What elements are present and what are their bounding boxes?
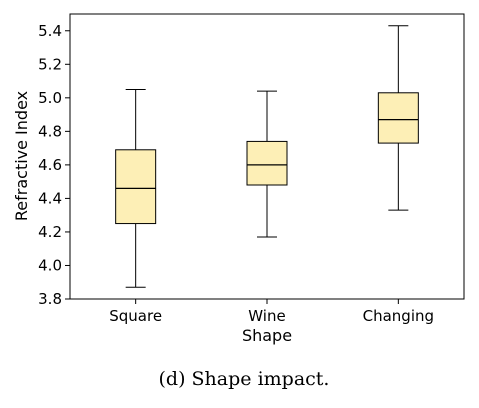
y-axis-label: Refractive Index: [12, 91, 31, 221]
y-tick-label: 4.0: [38, 256, 62, 274]
box-square: [115, 88, 157, 288]
box-wine: [246, 90, 288, 238]
box-changing: [377, 25, 419, 211]
y-tick-label: 4.8: [38, 122, 62, 140]
x-tick-label: Changing: [363, 307, 434, 325]
y-tick-label: 3.8: [38, 290, 62, 308]
x-axis: Square Wine Changing: [109, 299, 434, 325]
interquartile-box: [115, 149, 157, 225]
figure-caption: (d) Shape impact.: [159, 368, 330, 390]
y-tick-label: 5.2: [38, 55, 62, 73]
y-tick-label: 4.4: [38, 189, 62, 207]
y-tick-label: 5.4: [38, 22, 62, 40]
interquartile-box: [377, 92, 419, 144]
interquartile-box: [246, 140, 288, 186]
box-group: [115, 25, 419, 288]
y-axis: 3.8 4.0 4.2 4.4 4.6 4.8 5.0 5.2 5.4: [38, 22, 70, 308]
y-tick-label: 4.6: [38, 156, 62, 174]
x-axis-label: Shape: [242, 326, 292, 345]
x-tick-label: Square: [109, 307, 162, 325]
y-tick-label: 5.0: [38, 89, 62, 107]
y-tick-label: 4.2: [38, 223, 62, 241]
x-tick-label: Wine: [248, 307, 285, 325]
